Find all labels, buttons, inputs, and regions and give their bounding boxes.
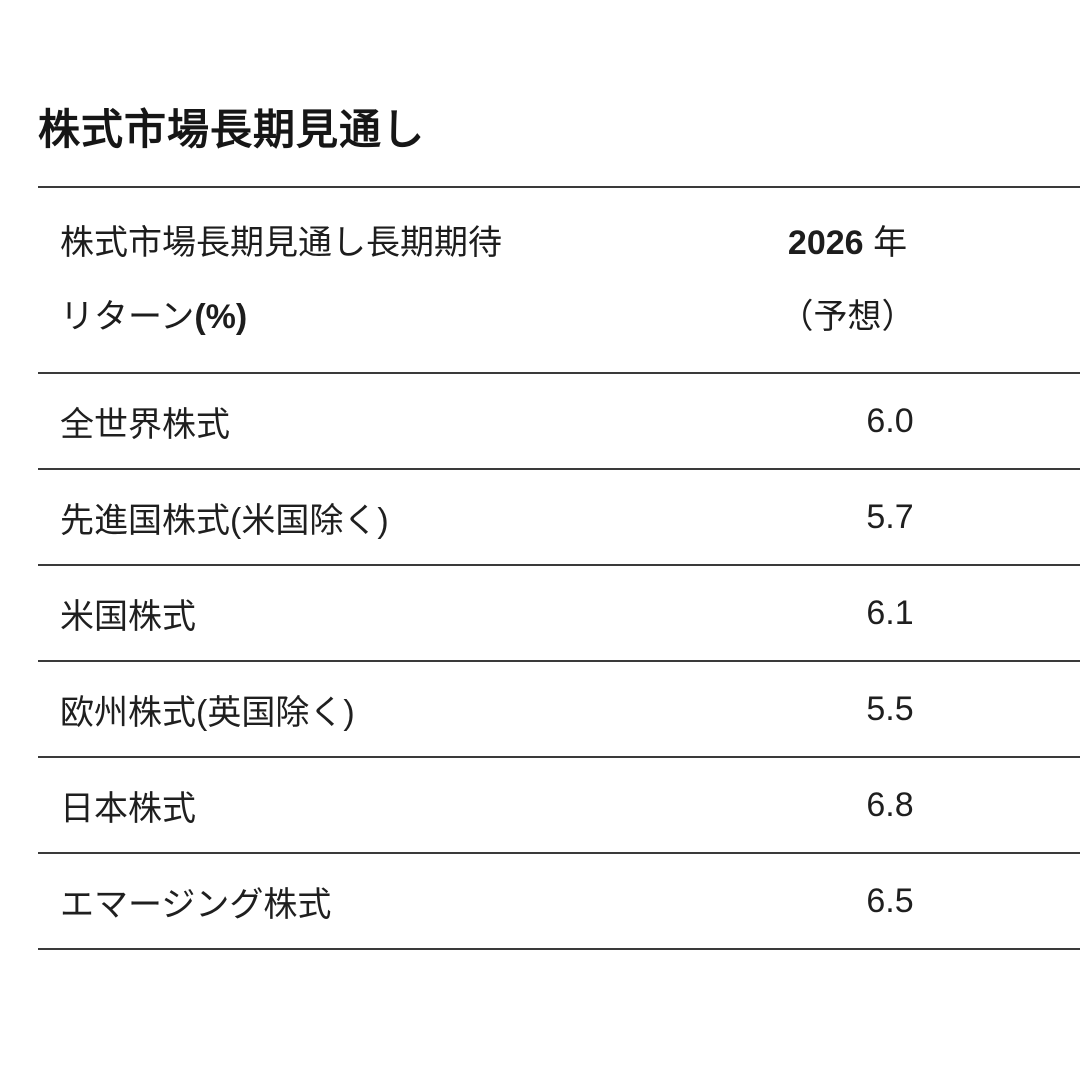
table-row-us-equity: 米国株式 6.1 [38,566,1080,662]
header-col-year: 2026 年 （予想） [700,188,1080,372]
row-label: 欧州株式(英国除く) [60,693,355,732]
header-metric-line1: 株式市場長期見通し長期期待 [60,224,502,262]
row-value: 5.7 [866,497,914,536]
row-value: 6.8 [866,785,914,824]
row-value: 6.0 [866,401,914,440]
table-row-emerging-equity: エマージング株式 6.5 [38,854,1080,950]
table-row-global-equity: 全世界株式 6.0 [38,374,1080,470]
table-row-japan-equity: 日本株式 6.8 [38,758,1080,854]
page-title: 株式市場長期見通し [38,106,426,153]
header-year-line: 2026 年 [700,206,995,280]
header-year-value: 2026 [787,224,864,262]
table-row-europe-ex-uk-equity: 欧州株式(英国除く) 5.5 [38,662,1080,758]
row-label: 日本株式 [60,789,196,828]
header-col-metric: 株式市場長期見通し長期期待 リターン(%) [38,188,700,372]
header-forecast-label: （予想） [779,298,916,336]
row-value: 6.5 [866,881,914,920]
row-label: 米国株式 [60,597,196,636]
table-header-row: 株式市場長期見通し長期期待 リターン(%) 2026 年 （予想） [38,188,1080,374]
row-label: 先進国株式(米国除く) [60,501,389,540]
row-label: エマージング株式 [60,885,332,924]
header-metric-line2: リターン(%) [60,280,700,354]
row-value: 6.1 [866,593,914,632]
header-metric-unit-label: (%) [194,298,248,336]
table-row-developed-ex-us-equity: 先進国株式(米国除く) 5.7 [38,470,1080,566]
row-label: 全世界株式 [60,405,230,444]
header-year-suffix: 年 [873,224,908,262]
outlook-table: 株式市場長期見通し長期期待 リターン(%) 2026 年 （予想） 全世界株式 6… [38,186,1080,950]
row-value: 5.5 [866,689,914,728]
header-metric-return-label: リターン [60,298,195,336]
